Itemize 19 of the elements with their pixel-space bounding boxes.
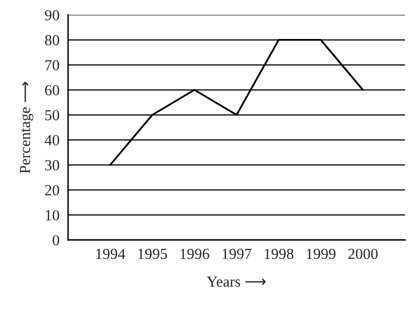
x-axis-title: Years ⟶	[206, 276, 266, 287]
y-tick-label: 80	[45, 35, 60, 46]
y-tick-label: 50	[45, 110, 60, 120]
x-tick-label: 1997	[222, 248, 252, 260]
x-tick-label: 2000	[348, 248, 378, 260]
y-tick-label: 30	[45, 160, 60, 170]
x-tick-label: 1994	[96, 248, 126, 260]
y-axis-title: Percentage ⟶	[20, 82, 34, 174]
y-tick-label: 70	[45, 60, 60, 70]
x-tick-label: 1999	[306, 248, 336, 260]
y-tick-label: 10	[46, 210, 60, 220]
y-tick-label: 90	[44, 10, 60, 20]
x-tick-label: 1998	[264, 248, 294, 260]
y-tick-label: 0	[52, 235, 60, 246]
x-tick-label: 1995	[138, 248, 167, 260]
y-tick-label: 60	[45, 85, 60, 96]
x-tick-label: 1996	[180, 248, 210, 260]
y-tick-label: 40	[44, 135, 60, 146]
y-tick-label: 20	[45, 185, 60, 196]
